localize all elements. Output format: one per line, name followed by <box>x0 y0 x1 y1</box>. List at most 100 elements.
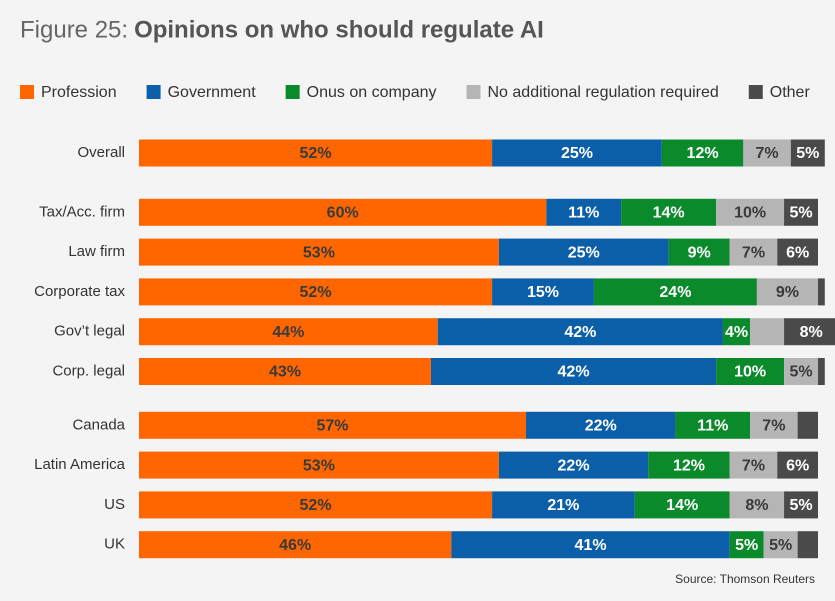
bar-segment <box>722 318 751 346</box>
bar-segment <box>729 531 764 559</box>
legend-swatch <box>466 85 481 99</box>
data-label: 43% <box>269 364 301 381</box>
data-label: 4% <box>725 324 748 341</box>
data-label: 7% <box>742 244 765 261</box>
bar-segment <box>437 318 723 346</box>
data-label: 52% <box>300 497 332 514</box>
bar-segment <box>139 491 493 519</box>
bar-segment <box>729 491 785 519</box>
data-label: 22% <box>558 457 590 474</box>
legend-label: Government <box>168 84 257 101</box>
data-label: 60% <box>327 205 359 222</box>
data-label: 5% <box>789 364 812 381</box>
data-label: 42% <box>564 324 596 341</box>
data-label: 24% <box>659 284 691 301</box>
bar-segment <box>526 411 676 439</box>
data-label: 7% <box>756 145 779 162</box>
bar-segment <box>498 238 669 266</box>
bar-segment <box>546 198 622 226</box>
data-label: 5% <box>789 205 812 222</box>
bar-segment <box>593 278 757 306</box>
bar-segment <box>498 451 649 479</box>
data-label: 41% <box>575 537 607 554</box>
bar-segment <box>818 278 825 306</box>
y-tick-label: Latin America <box>34 456 126 473</box>
legend-swatch <box>146 85 161 99</box>
bar-segment <box>790 139 825 167</box>
bar-segment <box>729 238 778 266</box>
data-label: 14% <box>653 205 685 222</box>
data-label: 5% <box>735 537 758 554</box>
bar-segment <box>139 278 493 306</box>
data-label: 10% <box>734 205 766 222</box>
bar-segment <box>139 358 431 385</box>
bar-segment <box>139 198 547 226</box>
y-tick-label: Law firm <box>68 243 125 260</box>
data-label: 7% <box>762 418 785 435</box>
bar-segment <box>668 238 730 266</box>
bar-segment <box>777 238 818 266</box>
data-label: 9% <box>688 244 711 261</box>
data-label: 12% <box>687 145 719 162</box>
chart-title: Opinions on who should regulate AI <box>134 16 544 43</box>
bar-segment <box>784 318 835 346</box>
bar-segment <box>139 411 527 439</box>
bar-segment <box>492 278 594 306</box>
data-label: 11% <box>697 418 728 435</box>
bar-segment <box>139 451 499 479</box>
data-label: 5% <box>769 537 792 554</box>
data-label: 7% <box>742 457 765 474</box>
data-label: 53% <box>303 457 335 474</box>
bar-segment <box>139 318 438 346</box>
bar-segment <box>716 358 785 385</box>
data-label: 15% <box>527 284 559 301</box>
data-label: 52% <box>300 145 332 162</box>
bar-segment <box>139 139 493 167</box>
data-label: 42% <box>558 364 590 381</box>
bar-segment <box>750 318 785 346</box>
data-label: 9% <box>776 284 799 301</box>
bar-segment <box>451 531 730 559</box>
bar-segment <box>661 139 744 167</box>
bar-segment <box>139 238 499 266</box>
bar-segment <box>716 198 785 226</box>
bar-segment <box>621 198 717 226</box>
y-tick-label: UK <box>104 536 125 553</box>
legend-label: Onus on company <box>307 84 437 101</box>
data-label: 44% <box>272 324 304 341</box>
y-tick-label: Tax/Acc. firm <box>39 203 125 220</box>
legend-swatch <box>748 85 763 99</box>
bar-segment <box>675 411 751 439</box>
bar-segment <box>756 278 818 306</box>
bar-segment <box>648 451 730 479</box>
data-label: 6% <box>786 244 809 261</box>
y-tick-label: US <box>104 496 125 513</box>
bar-segment <box>750 411 798 439</box>
data-label: 25% <box>561 145 593 162</box>
legend-label: Other <box>770 84 811 101</box>
bar-segment <box>430 358 717 385</box>
data-label: 5% <box>796 145 819 162</box>
bar-segment <box>818 358 825 385</box>
data-label: 11% <box>568 205 599 222</box>
source: Source: Thomson Reuters <box>675 572 815 586</box>
y-tick-label: Overall <box>77 144 125 161</box>
y-tick-label: Corp. legal <box>52 362 125 379</box>
bar-segment <box>634 491 730 519</box>
data-label: 57% <box>316 418 348 435</box>
y-tick-label: Corporate tax <box>34 283 125 300</box>
bar-segment <box>797 411 818 439</box>
bar-segment <box>139 531 452 559</box>
bar-segment <box>492 139 662 167</box>
data-label: 21% <box>547 497 579 514</box>
data-label: 6% <box>786 457 809 474</box>
bar-segment <box>784 491 818 519</box>
data-label: 14% <box>666 497 698 514</box>
bar-segment <box>743 139 791 167</box>
bar-segment <box>784 358 818 385</box>
data-label: 12% <box>673 457 705 474</box>
data-label: 8% <box>745 497 768 514</box>
y-tick-label: Gov’t legal <box>54 323 125 340</box>
figure-label: Figure 25: <box>20 16 128 43</box>
